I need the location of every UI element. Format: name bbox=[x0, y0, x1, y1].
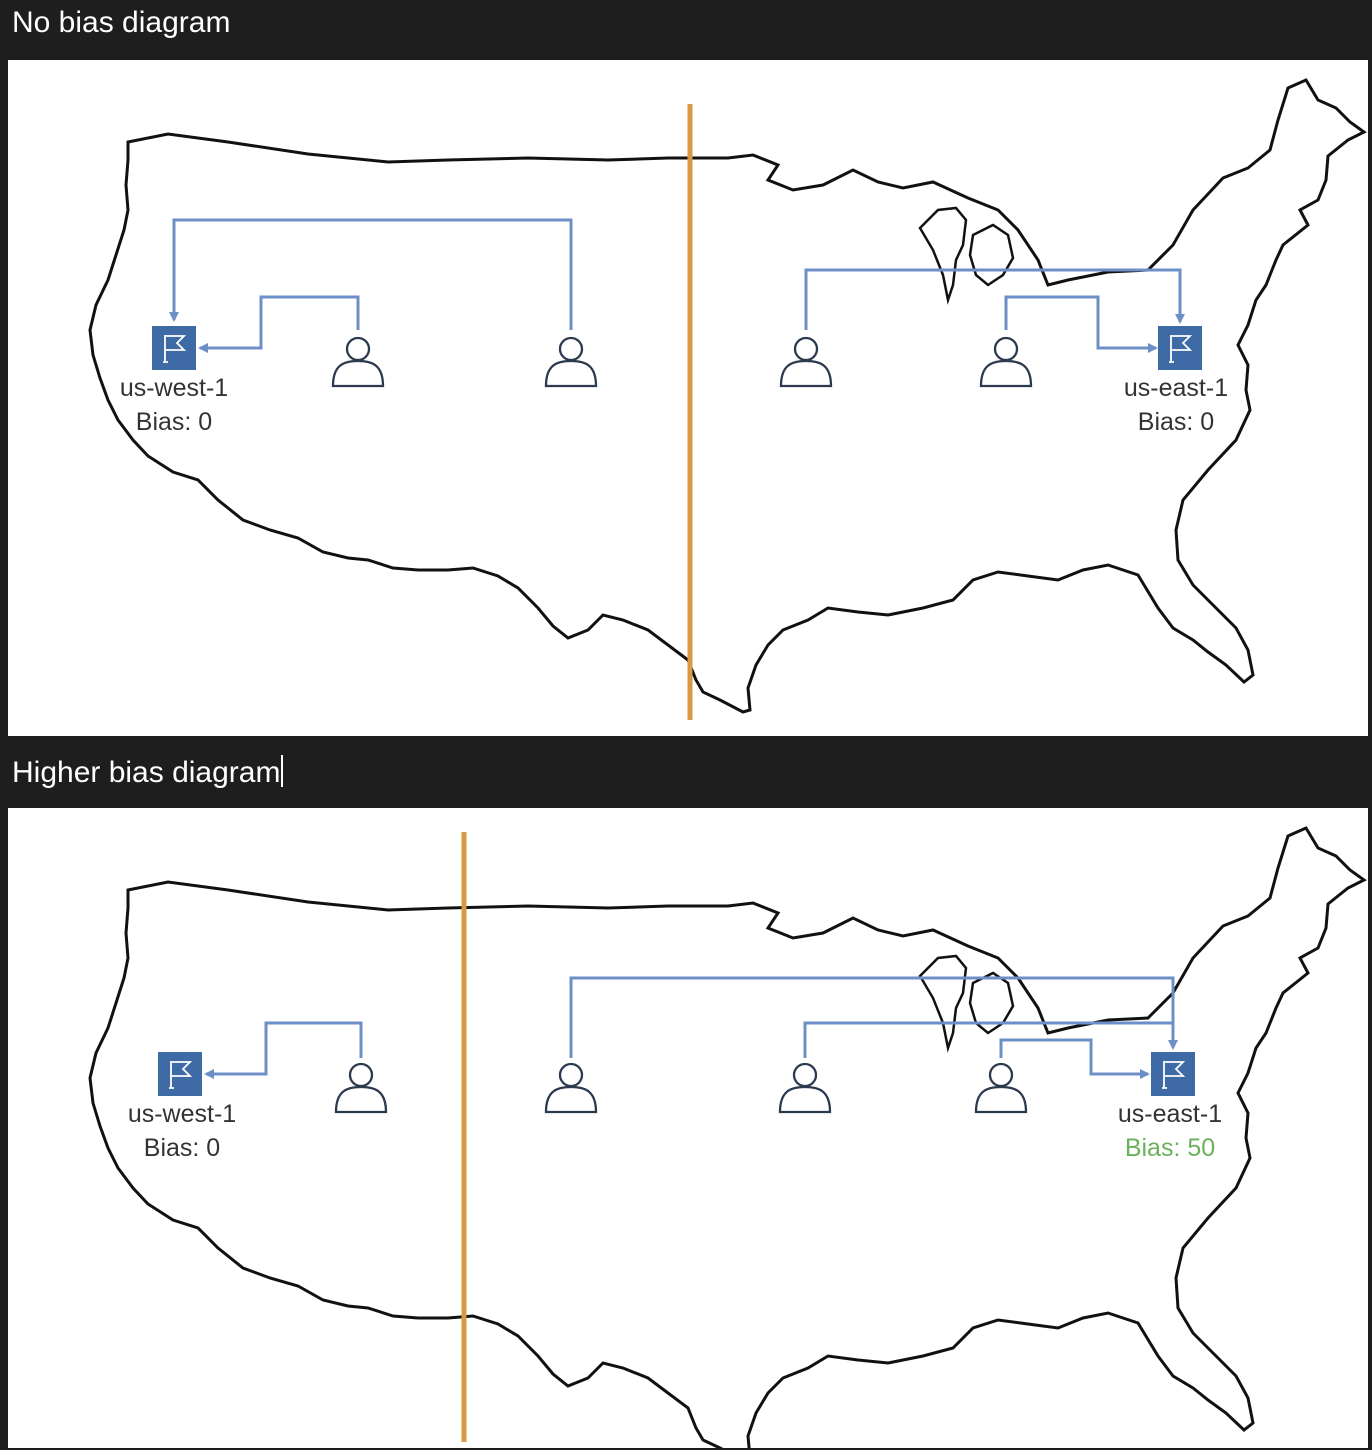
higher-bias-diagram: us-west-1 Bias: 0 us-east-1 Bias: 50 bbox=[88, 826, 1366, 1448]
no-bias-diagram: us-west-1 Bias: 0 us-east-1 Bias: 0 bbox=[88, 78, 1366, 720]
route-line bbox=[204, 1021, 363, 1079]
user-icon bbox=[974, 1062, 1028, 1114]
great-lakes-outline bbox=[918, 954, 1015, 1050]
higher-bias-diagram-panel: us-west-1 Bias: 0 us-east-1 Bias: 50 bbox=[8, 808, 1368, 1448]
region-flag-icon bbox=[151, 325, 197, 371]
user-icon bbox=[544, 1062, 598, 1114]
user-icon bbox=[331, 336, 385, 388]
heading-no-bias-diagram: No bias diagram bbox=[12, 6, 231, 39]
route-line bbox=[198, 295, 360, 353]
user-icon bbox=[778, 1062, 832, 1114]
bias-label: Bias: 0 bbox=[144, 1134, 220, 1162]
bias-label-highlighted: Bias: 50 bbox=[1125, 1134, 1215, 1162]
bias-label: Bias: 0 bbox=[1138, 408, 1214, 436]
region-flag-icon bbox=[1150, 1051, 1196, 1097]
region-flag-icon bbox=[157, 1051, 203, 1097]
route-line bbox=[803, 1021, 1173, 1058]
bias-label: Bias: 0 bbox=[136, 408, 212, 436]
region-label-us-west-1: us-west-1 bbox=[128, 1100, 236, 1128]
region-flag-icon bbox=[1157, 325, 1203, 371]
route-line bbox=[569, 976, 1178, 1058]
route-line bbox=[1004, 295, 1158, 353]
user-icon bbox=[544, 336, 598, 388]
route-line bbox=[999, 1038, 1150, 1079]
user-icon bbox=[779, 336, 833, 388]
region-label-us-east-1: us-east-1 bbox=[1124, 374, 1228, 402]
region-label-us-west-1: us-west-1 bbox=[120, 374, 228, 402]
route-line bbox=[804, 268, 1185, 330]
text-cursor bbox=[281, 755, 284, 787]
heading-higher-bias-diagram[interactable]: Higher bias diagram bbox=[12, 755, 284, 788]
user-icon bbox=[979, 336, 1033, 388]
no-bias-diagram-panel: us-west-1 Bias: 0 us-east-1 Bias: 0 bbox=[8, 60, 1368, 736]
region-label-us-east-1: us-east-1 bbox=[1118, 1100, 1222, 1128]
route-line bbox=[169, 218, 573, 330]
great-lakes-outline bbox=[918, 206, 1015, 302]
user-icon bbox=[334, 1062, 388, 1114]
